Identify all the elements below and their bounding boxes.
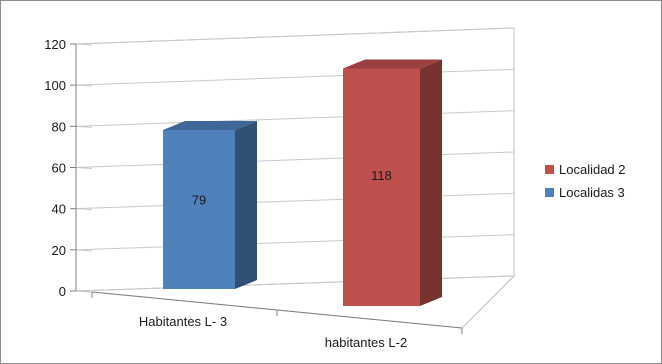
bar: 79 xyxy=(163,121,257,289)
bar-side xyxy=(420,59,442,306)
data-label: 118 xyxy=(371,168,392,183)
bar-top xyxy=(343,59,442,69)
category-label: habitantes L-2 xyxy=(325,335,407,350)
side-gridline xyxy=(75,208,93,211)
y-tick-label: 20 xyxy=(52,243,66,258)
bar-front xyxy=(343,68,420,306)
y-tick-label: 80 xyxy=(52,119,66,134)
gridline xyxy=(75,27,515,45)
side-gridline xyxy=(75,125,93,128)
side-gridline xyxy=(75,43,93,46)
y-tick-label: 60 xyxy=(52,161,66,176)
data-label: 79 xyxy=(192,193,206,208)
legend-label: Localidad 2 xyxy=(559,162,626,177)
bar-top xyxy=(163,121,257,130)
bar-side xyxy=(235,121,257,289)
side-gridline xyxy=(75,84,93,87)
category-label: Habitantes L- 3 xyxy=(139,314,227,329)
axes xyxy=(70,43,463,334)
y-tick-label: 100 xyxy=(44,78,66,93)
side-gridline xyxy=(75,290,93,293)
y-tick-label: 0 xyxy=(59,284,66,299)
y-tick-label: 40 xyxy=(52,202,66,217)
legend-label: Localidas 3 xyxy=(559,185,625,200)
y-tick-label: 120 xyxy=(44,37,66,52)
side-gridline xyxy=(75,167,93,169)
legend-item: Localidas 3 xyxy=(545,185,625,200)
bar-front xyxy=(163,130,235,289)
y-tick-labels: 0 20 40 60 80 100 120 xyxy=(44,37,66,299)
legend-swatch xyxy=(545,188,554,197)
bars: 79 118 xyxy=(163,59,442,306)
legend-swatch xyxy=(545,165,554,174)
legend-item: Localidad 2 xyxy=(545,162,626,177)
side-gridline xyxy=(75,249,93,252)
bar: 118 xyxy=(343,59,442,306)
legend: Localidad 2 Localidas 3 xyxy=(545,162,626,200)
category-labels: Habitantes L- 3 habitantes L-2 xyxy=(139,314,407,350)
